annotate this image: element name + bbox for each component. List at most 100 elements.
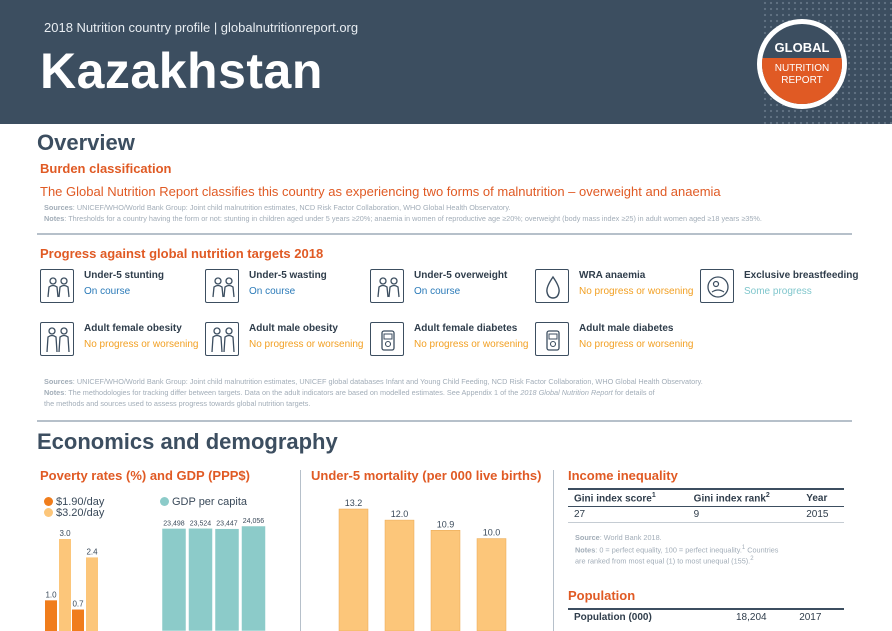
gdp-bar bbox=[188, 528, 213, 631]
progress-sources-text: : UNICEF/WHO/World Bank Group: Joint chi… bbox=[72, 377, 703, 386]
gini-score-header-text: Gini index score bbox=[574, 493, 652, 505]
section-divider bbox=[37, 420, 852, 422]
income-heading: Income inequality bbox=[568, 468, 678, 483]
poverty-bar bbox=[72, 609, 84, 631]
logo-text-report: REPORT bbox=[781, 75, 823, 86]
blood-drop-icon bbox=[535, 269, 569, 303]
population-label: Population (000) bbox=[568, 608, 730, 625]
progress-notes-label: Notes bbox=[44, 388, 65, 397]
logo-band: NUTRITION REPORT bbox=[762, 58, 842, 104]
children-icon bbox=[40, 269, 74, 303]
target-item: Under-5 wasting On course bbox=[205, 269, 370, 313]
burden-text: The Global Nutrition Report classifies t… bbox=[40, 184, 721, 199]
target-status: On course bbox=[249, 286, 296, 297]
table-row: 27 9 2015 bbox=[568, 506, 844, 524]
poverty-chart: 1.0 0.7 3.0 2.4 bbox=[45, 529, 98, 631]
progress-notes-report: 2018 Global Nutrition Report bbox=[520, 388, 613, 397]
income-notes: Notes: 0 = perfect equality, 100 = perfe… bbox=[575, 543, 778, 555]
burden-notes-label: Notes bbox=[44, 214, 65, 223]
mortality-bar bbox=[476, 538, 507, 631]
target-item: Adult male obesity No progress or worseni… bbox=[205, 322, 370, 366]
mortality-chart: 13.2 12.0 10.9 10.0 bbox=[338, 498, 507, 631]
glucose-meter-icon bbox=[535, 322, 569, 356]
legend-item-190: $1.90/day bbox=[44, 496, 104, 508]
income-notes-text-b: Countries bbox=[745, 545, 779, 555]
target-name: Under-5 overweight bbox=[414, 270, 508, 281]
target-item: Adult male diabetes No progress or worsen… bbox=[535, 322, 700, 366]
income-notes-text: : 0 = perfect equality, 100 = perfect in… bbox=[595, 545, 742, 555]
mortality-heading: Under-5 mortality (per 000 live births) bbox=[311, 468, 542, 483]
target-name: Adult male obesity bbox=[249, 323, 338, 334]
burden-sources-label: Sources bbox=[44, 203, 73, 212]
mortality-bar-label: 10.0 bbox=[483, 528, 501, 538]
mortality-bar bbox=[430, 530, 461, 631]
target-name: Under-5 wasting bbox=[249, 270, 327, 281]
logo-text-nutrition: NUTRITION bbox=[774, 63, 830, 74]
gnr-logo: GLOBAL NUTRITION REPORT bbox=[757, 19, 847, 109]
legend-swatch-gdp bbox=[160, 497, 169, 506]
poverty-bar bbox=[45, 600, 57, 631]
income-source-text: : World Bank 2018. bbox=[599, 533, 662, 542]
poverty-bar-label: 2.4 bbox=[86, 547, 98, 556]
burden-notes-text: : Thresholds for a country having the fo… bbox=[64, 214, 762, 223]
column-divider bbox=[553, 470, 554, 631]
target-name: Under-5 stunting bbox=[84, 270, 164, 281]
gdp-bar bbox=[241, 525, 266, 631]
population-heading: Population bbox=[568, 588, 636, 603]
gdp-bar bbox=[161, 528, 187, 631]
mortality-bar-label: 12.0 bbox=[391, 509, 409, 519]
target-status: On course bbox=[414, 286, 461, 297]
income-notes-line2: are ranked from most equal (1) to most u… bbox=[575, 554, 754, 566]
section-divider bbox=[37, 233, 852, 235]
population-year: 2017 bbox=[793, 608, 844, 625]
gdp-bar-label: 23,447 bbox=[216, 521, 238, 528]
gdp-chart: 23,498 23,524 23,447 24,056 bbox=[161, 518, 266, 631]
income-notes-sup2: 2 bbox=[750, 556, 754, 562]
economics-title: Economics and demography bbox=[37, 429, 338, 454]
burden-notes: Notes: Thresholds for a country having t… bbox=[44, 213, 762, 224]
target-status: No progress or worsening bbox=[84, 339, 199, 350]
poverty-bar-label: 1.0 bbox=[45, 590, 57, 599]
breastfeeding-icon bbox=[700, 269, 734, 303]
gini-year-header: Year bbox=[800, 488, 844, 508]
gini-rank-header-text: Gini index rank bbox=[693, 493, 766, 505]
mortality-bar bbox=[384, 519, 415, 631]
progress-notes-line2: the methods and sources used to assess p… bbox=[44, 399, 311, 408]
poverty-bar-label: 0.7 bbox=[72, 600, 84, 609]
legend-swatch-190 bbox=[44, 497, 53, 506]
burden-sources: Sources: UNICEF/WHO/World Bank Group: Jo… bbox=[44, 202, 510, 213]
target-status: On course bbox=[84, 286, 131, 297]
target-item: Under-5 stunting On course bbox=[40, 269, 205, 313]
children-icon bbox=[205, 269, 239, 303]
gini-header-row: Gini index score1 Gini index rank2 Year bbox=[568, 488, 844, 508]
gini-score-value: 27 bbox=[568, 506, 688, 524]
income-source: Source: World Bank 2018. bbox=[575, 532, 662, 543]
target-name: Adult female diabetes bbox=[414, 323, 518, 334]
gdp-bar bbox=[214, 528, 240, 631]
logo-circle: GLOBAL NUTRITION REPORT bbox=[762, 24, 842, 104]
population-value: 18,204 bbox=[730, 608, 794, 625]
overview-title: Overview bbox=[37, 130, 135, 155]
logo-text-global: GLOBAL bbox=[774, 40, 830, 55]
profile-subtitle: 2018 Nutrition country profile | globaln… bbox=[44, 20, 359, 35]
target-status: No progress or worsening bbox=[579, 339, 694, 350]
gini-rank-sup: 2 bbox=[765, 492, 770, 499]
burden-sources-text: : UNICEF/WHO/World Bank Group: Joint chi… bbox=[72, 203, 511, 212]
progress-notes-text: : The methodologies for tracking differ … bbox=[64, 388, 521, 397]
gini-table: Gini index score1 Gini index rank2 Year … bbox=[568, 488, 844, 524]
progress-sources: Sources: UNICEF/WHO/World Bank Group: Jo… bbox=[44, 376, 703, 387]
legend-item-320: $3.20/day bbox=[44, 507, 104, 519]
target-status: No progress or worsening bbox=[579, 286, 694, 297]
gini-rank-value: 9 bbox=[687, 506, 801, 524]
gdp-bar-label: 23,524 bbox=[190, 520, 212, 527]
poverty-bar bbox=[59, 539, 71, 631]
progress-notes: Notes: The methodologies for tracking di… bbox=[44, 387, 655, 398]
target-item: Adult female obesity No progress or worse… bbox=[40, 322, 205, 366]
glucose-meter-icon bbox=[370, 322, 404, 356]
target-status: No progress or worsening bbox=[414, 339, 529, 350]
progress-sources-label: Sources bbox=[44, 377, 73, 386]
target-item: Exclusive breastfeeding Some progress bbox=[700, 269, 865, 313]
target-item: WRA anaemia No progress or worsening bbox=[535, 269, 700, 313]
gdp-bar-label: 24,056 bbox=[243, 518, 265, 525]
legend-label-190: $1.90/day bbox=[56, 496, 105, 508]
